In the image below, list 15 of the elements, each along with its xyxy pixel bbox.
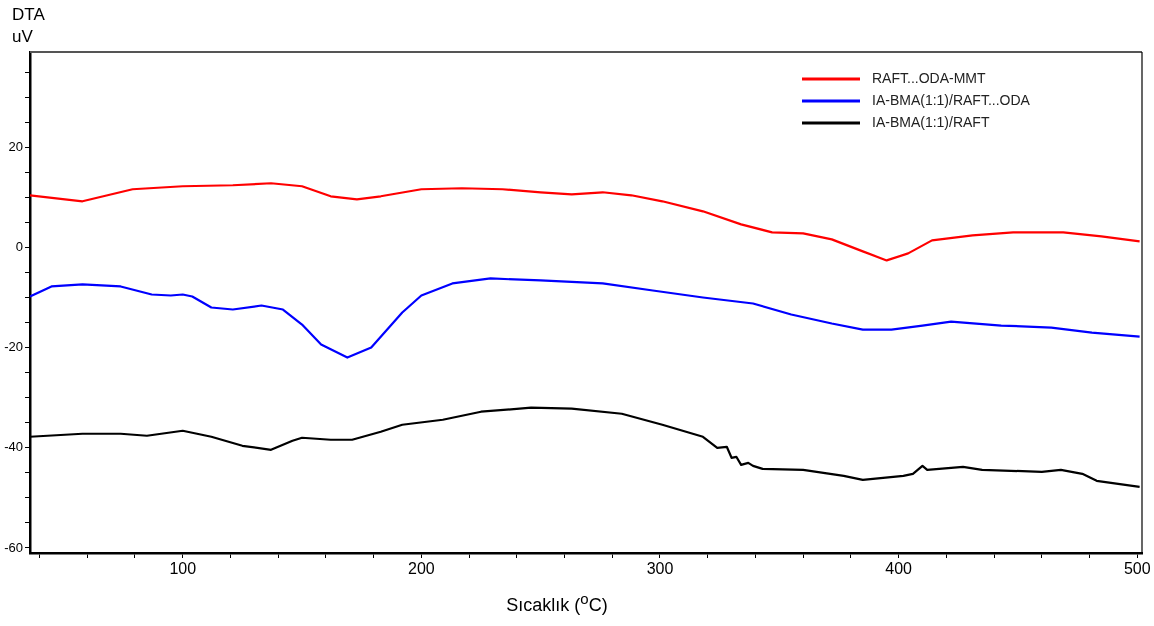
y-tick-label: 20 (8, 138, 23, 154)
x-axis-title: Sıcaklık ($^{o}$C) (506, 590, 608, 615)
legend-label: RAFT...ODA-MMT (872, 69, 986, 86)
x-tick-label: 500 (1123, 560, 1151, 578)
legend-label: IA-BMA(1:1)/RAFT...ODA (872, 91, 1031, 108)
x-tick-label: 300 (646, 560, 674, 578)
x-tick-label: 200 (408, 560, 435, 578)
y-tick-label: -20 (4, 339, 23, 355)
x-tick-label: 400 (885, 560, 913, 578)
y-tick-label: 0 (15, 238, 23, 254)
y-tick-label: -40 (4, 439, 23, 455)
legend-label: IA-BMA(1:1)/RAFT (872, 113, 990, 130)
x-tick-label: 100 (169, 560, 197, 578)
y-tick-label: -60 (4, 539, 23, 555)
y-axis-title: DTA uV (12, 4, 45, 48)
